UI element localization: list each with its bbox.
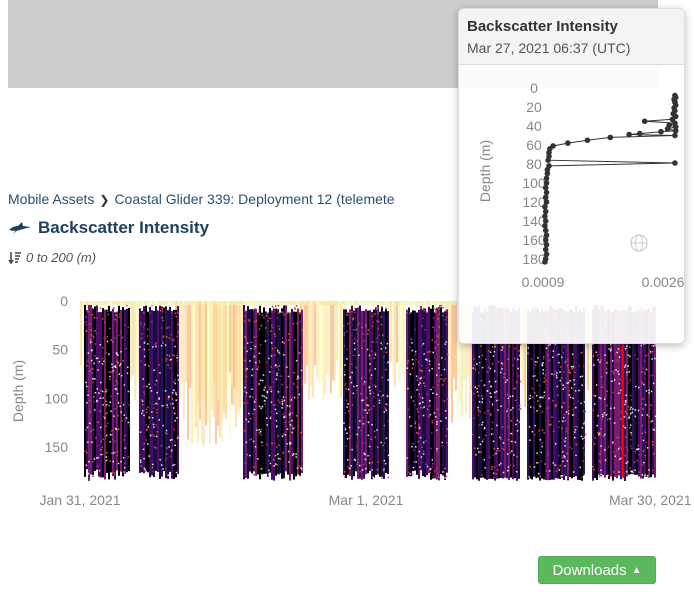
profile-point[interactable] (542, 237, 549, 243)
profile-point[interactable] (543, 189, 550, 196)
profile-point[interactable] (544, 170, 551, 177)
depth-range: 0 to 200 (m) (8, 250, 96, 265)
profile-y-tick-label: 100 (522, 175, 546, 191)
profile-point[interactable] (664, 126, 671, 132)
x-tick-label: Mar 30, 2021 (609, 492, 692, 508)
profile-popup[interactable]: Backscatter Intensity Mar 27, 2021 06:37… (458, 8, 685, 344)
profile-point[interactable] (607, 134, 614, 141)
y-tick-label: 0 (60, 293, 68, 309)
profile-point[interactable] (543, 199, 550, 205)
profile-point[interactable] (542, 246, 549, 253)
profile-point[interactable] (542, 203, 548, 210)
profile-point[interactable] (672, 132, 678, 139)
downloads-button[interactable]: Downloads ▲ (538, 556, 656, 584)
profile-line (544, 95, 678, 262)
profile-point[interactable] (542, 259, 548, 265)
popup-title: Backscatter Intensity (467, 18, 618, 35)
profile-point[interactable] (543, 251, 550, 258)
chevron-right-icon: ❯ (99, 193, 110, 207)
profile-point[interactable] (565, 140, 571, 146)
profile-point[interactable] (542, 213, 548, 220)
y-axis-label: Depth (m) (10, 360, 26, 422)
profile-point[interactable] (542, 194, 549, 201)
popup-header: Backscatter Intensity Mar 27, 2021 06:37… (459, 9, 684, 65)
profile-x-tick-label: 0.0009 (522, 274, 565, 290)
profile-point[interactable] (672, 160, 678, 166)
main-heatmap-chart[interactable]: 0 50 100 150 Jan 31, 2021 Mar 1, 2021 Mar 30,… (0, 285, 694, 520)
profile-x-tick-label: 0.0026 (642, 274, 684, 290)
y-tick-label: 150 (45, 439, 69, 455)
profile-y-tick-label: 180 (522, 251, 546, 267)
profile-chart[interactable]: 0 20 40 60 80 100 120 140 160 180 0.0009 0.0026 De… (459, 65, 684, 343)
breadcrumb: Mobile Assets ❯ Coastal Glider 339: Deploy… (8, 191, 395, 207)
breadcrumb-mobile-assets-link[interactable]: Mobile Assets (8, 191, 95, 207)
profile-point[interactable] (545, 157, 551, 163)
profile-y-tick-label: 20 (526, 99, 542, 115)
profile-y-tick-label: 0 (530, 80, 538, 96)
profile-point[interactable] (672, 127, 679, 134)
y-tick-label: 100 (45, 390, 69, 406)
popup-timestamp: Mar 27, 2021 06:37 (UTC) (467, 40, 631, 56)
profile-point[interactable] (626, 131, 632, 138)
breadcrumb-current[interactable]: Coastal Glider 339: Deployment 12 (telem… (114, 191, 395, 207)
downloads-label: Downloads (552, 561, 627, 579)
profile-point[interactable] (543, 180, 550, 186)
profile-point[interactable] (542, 218, 549, 224)
depth-range-text: 0 to 200 (m) (26, 250, 97, 265)
profile-point[interactable] (543, 232, 550, 239)
profile-point[interactable] (542, 227, 549, 234)
globe-icon[interactable] (630, 234, 648, 252)
depth-sort-icon (8, 251, 21, 264)
x-tick-label: Mar 1, 2021 (329, 492, 404, 508)
profile-y-tick-label: 140 (522, 213, 546, 229)
profile-point[interactable] (543, 175, 550, 182)
profile-point[interactable] (542, 222, 548, 229)
profile-point[interactable] (658, 128, 664, 135)
profile-y-tick-label: 60 (526, 137, 542, 153)
x-tick-label: Jan 31, 2021 (40, 492, 121, 508)
profile-y-axis-label: Depth (m) (477, 140, 493, 202)
profile-point[interactable] (543, 241, 550, 248)
glider-icon (9, 222, 31, 234)
profile-y-tick-label: 160 (522, 232, 546, 248)
profile-point[interactable] (636, 130, 643, 137)
profile-point[interactable] (542, 184, 549, 191)
y-tick-label: 50 (52, 342, 68, 358)
profile-y-tick-label: 120 (522, 194, 546, 210)
profile-point[interactable] (641, 118, 648, 125)
page-title-row: Backscatter Intensity (8, 218, 209, 238)
profile-point[interactable] (542, 208, 549, 215)
page-title: Backscatter Intensity (38, 218, 210, 237)
caret-up-icon: ▲ (631, 564, 642, 576)
profile-y-tick-label: 40 (526, 118, 542, 134)
profile-y-tick-label: 80 (526, 156, 542, 172)
profile-point[interactable] (584, 137, 591, 144)
